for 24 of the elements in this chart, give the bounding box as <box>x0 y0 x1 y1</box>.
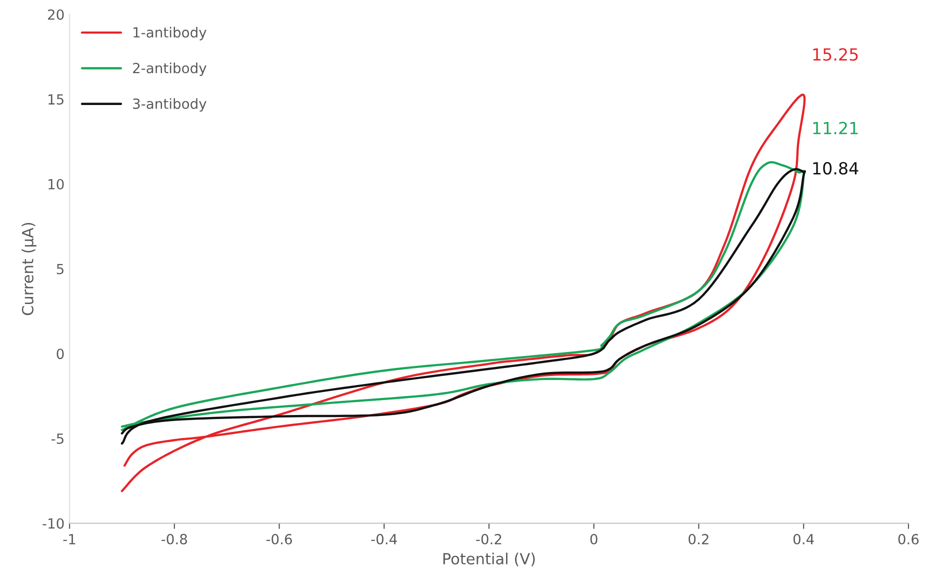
legend-label: 3-antibody <box>133 98 206 112</box>
x-tick-label: 0.4 <box>793 534 814 544</box>
legend-label: 1-antibody <box>134 26 206 40</box>
x-tick-label: -1 <box>63 534 76 544</box>
annotation: 11.21 <box>813 122 858 134</box>
x-axis-title: Potential (V) <box>443 552 535 566</box>
y-tick-label: 15 <box>48 94 64 105</box>
y-tick-label: -10 <box>42 518 64 529</box>
x-tick-label: -0.4 <box>371 534 397 544</box>
y-tick-label: 20 <box>48 9 64 20</box>
x-tick-label: 0 <box>590 534 598 544</box>
x-tick-label: -0.6 <box>266 534 292 544</box>
x-tick-label: 0.2 <box>688 534 708 544</box>
y-tick-label: 10 <box>48 178 64 190</box>
legend-label: 2-antibody <box>133 62 206 76</box>
y-axis-title: Current (μA) <box>22 222 36 316</box>
y-tick-label: -5 <box>51 434 64 444</box>
y-tick-label: 5 <box>56 264 64 274</box>
x-tick-label: 0.6 <box>898 534 919 544</box>
x-tick-label: -0.2 <box>476 534 502 544</box>
x-tick-label: -0.8 <box>162 534 187 544</box>
annotation: 10.84 <box>813 162 858 175</box>
y-tick-label: 0 <box>56 348 64 360</box>
annotation: 15.25 <box>813 48 858 61</box>
